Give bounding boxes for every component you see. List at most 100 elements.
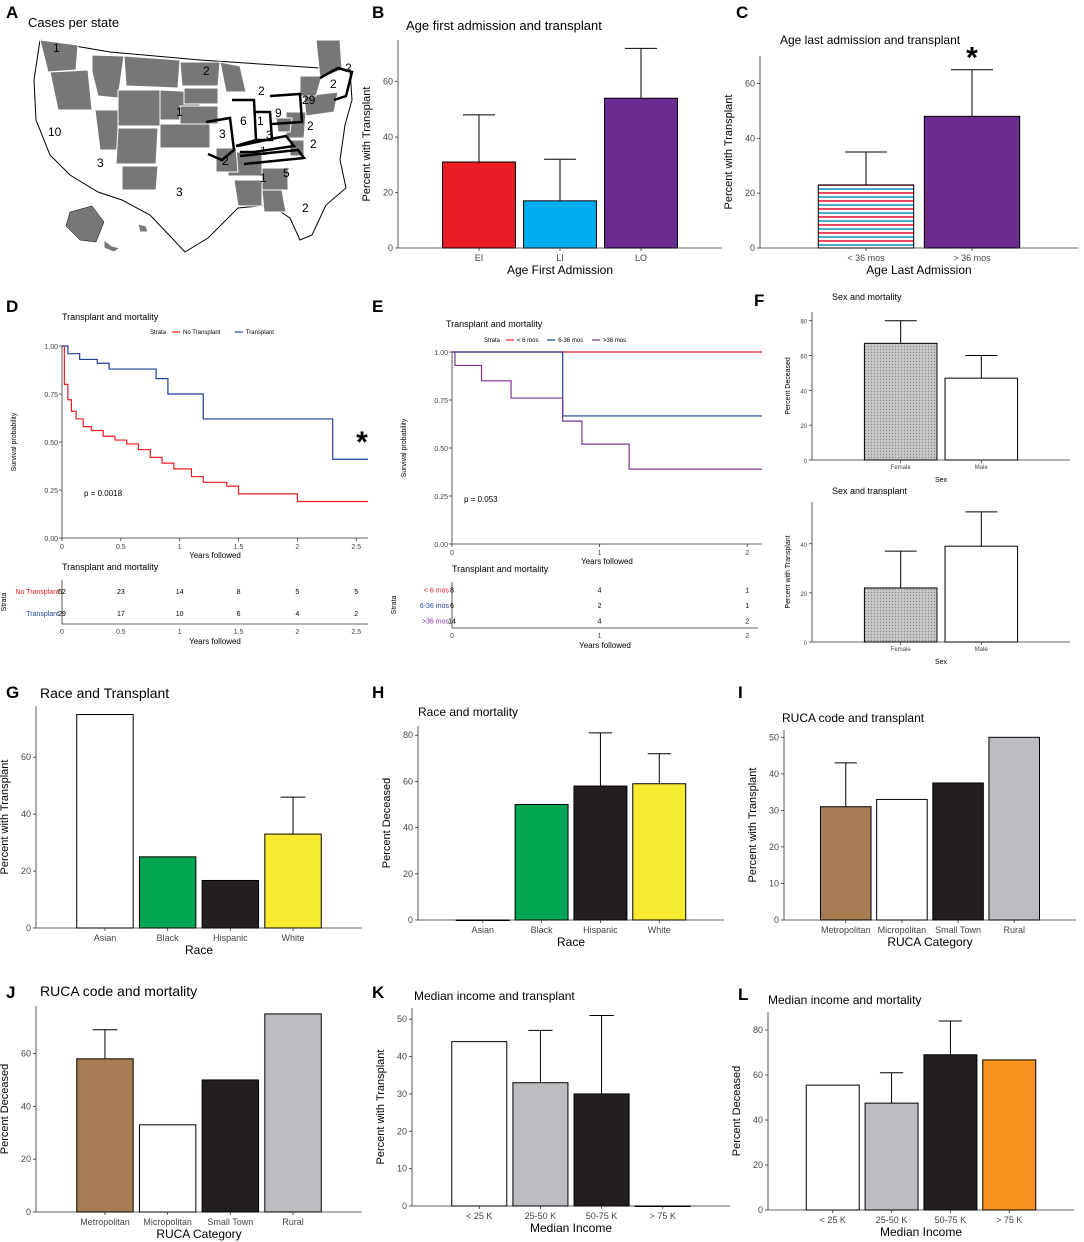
risk-table-stratum-label: Transplant [26,611,59,618]
risk-table-x-tick-label: 2 [745,633,749,640]
y-tick-label: 60 [403,776,413,786]
risk-table-cell: 8 [237,589,241,596]
y-tick-label: 20 [753,1160,763,1170]
risk-table-cell: 14 [176,589,184,596]
risk-table-x-label: Years followed [189,637,241,646]
x-tick-label: Black [157,933,180,943]
bar [805,1084,860,1211]
x-tick-label: Female [891,465,912,471]
y-axis-label: Percent Deceased [381,778,393,869]
bar [138,1124,197,1213]
x-tick-label: 25-50 K [525,1211,557,1221]
bar [138,856,197,929]
significance-asterisk: * [356,426,368,459]
y-tick-label: 0 [758,1205,763,1215]
risk-table-cell: 2 [354,611,358,618]
chart-panel-i: I RUCA code and transplant 0 10 20 30 40 50 Perc… [738,683,1076,949]
risk-table-stratum-label: >36 mos [422,618,450,625]
panel-letter: I [738,683,743,702]
y-tick-label: 80 [403,730,413,740]
risk-table-stratum-label: < 6 mos [424,588,450,595]
legend-label: < 6 mos [517,338,539,344]
risk-table-cell: 4 [598,618,602,625]
bar [573,785,628,921]
y-axis-label: Percent with Transplant [361,87,373,202]
bar [817,184,915,249]
bar [201,879,260,929]
x-tick-label: Micropolitan [878,925,927,935]
x-tick-label: White [648,925,671,935]
x-tick-label: Asian [94,933,117,943]
map-count: 2 [310,137,317,151]
panel-letter: F [754,291,764,310]
y-axis-label: Percent Deceased [731,1066,743,1157]
map-count: 1 [257,114,264,128]
y-tick-label: 60 [383,77,393,87]
x-tick-label: LI [556,253,564,263]
chart-title: Age last admission and transplant [780,33,961,47]
y-axis-label: Percent Deceased [785,357,792,415]
risk-table-y-label: Strata [391,596,398,615]
y-tick-label: 30 [769,805,779,815]
risk-table-cell: 23 [117,589,125,596]
x-axis-label: Sex [935,477,948,484]
bar [201,1079,260,1213]
risk-table-cell: 6 [450,603,454,610]
map-count: 2 [203,64,210,78]
y-tick-label: 30 [397,1089,407,1099]
x-tick-label: Rural [1003,925,1025,935]
y-tick-label: 40 [383,132,393,142]
bar [523,200,597,249]
chart-panel-k: K Median income and transplant 0 10 20 30 40 50… [372,983,730,1235]
chart-title: Age first admission and transplant [406,18,602,33]
map-count: 2 [222,154,229,168]
y-tick-label: 0.75 [434,398,448,405]
y-tick-label: 0 [750,243,755,253]
panel-letter: G [6,683,19,702]
y-tick-label: 10 [397,1164,407,1174]
x-tick-label: 2 [295,544,299,551]
y-tick-label: 40 [745,133,755,143]
chart-title: Race and Transplant [40,685,169,701]
y-tick-label: 20 [769,842,779,852]
x-tick-label: Metropolitan [80,1217,130,1227]
risk-table-stratum-label: No Transplant [15,589,59,596]
chart-panel-g: G Race and Transplant 0 20 40 60 Percent with … [0,683,362,957]
bar [820,806,872,921]
p-value-label: p = 0.053 [464,495,498,504]
y-tick-label: 0 [388,243,393,253]
y-tick-label: 0 [26,923,31,933]
legend-title: Strata [484,338,501,344]
chart-title: RUCA code and mortality [40,983,197,999]
y-tick-label: 80 [800,320,807,326]
map-count: 1 [260,171,267,185]
risk-table-cell: 62 [58,589,66,596]
survival-curve [452,351,762,417]
bar [604,97,678,249]
x-tick-label: Male [975,647,989,653]
x-axis-label: Sex [935,659,948,666]
x-tick-label: Micropolitan [143,1217,192,1227]
x-axis-label: Race [557,935,585,949]
bar [863,342,938,461]
bar [923,115,1021,249]
x-tick-label: Small Town [207,1217,253,1227]
map-count: 3 [219,127,226,141]
bar [264,833,322,929]
panel-a-map: A Cases per state [6,3,354,253]
x-tick-label: Small Town [935,925,981,935]
risk-table-x-tick-label: 0 [450,633,454,640]
risk-table-cell: 17 [117,611,125,618]
x-axis-label: Years followed [189,551,241,560]
chart-panel-j: J RUCA code and mortality 0 20 40 60 Percent D… [0,983,362,1241]
y-tick-label: 0.50 [434,446,448,453]
legend-label: Transplant [246,330,274,336]
y-axis-label: Percent with Transplant [723,95,735,210]
y-tick-label: 0.75 [44,392,58,399]
chart-title: Transplant and mortality [446,319,543,329]
map-count: 2 [302,201,309,215]
y-tick-label: 1.00 [44,344,58,351]
bar [442,161,516,249]
y-tick-label: 0.25 [44,488,58,495]
